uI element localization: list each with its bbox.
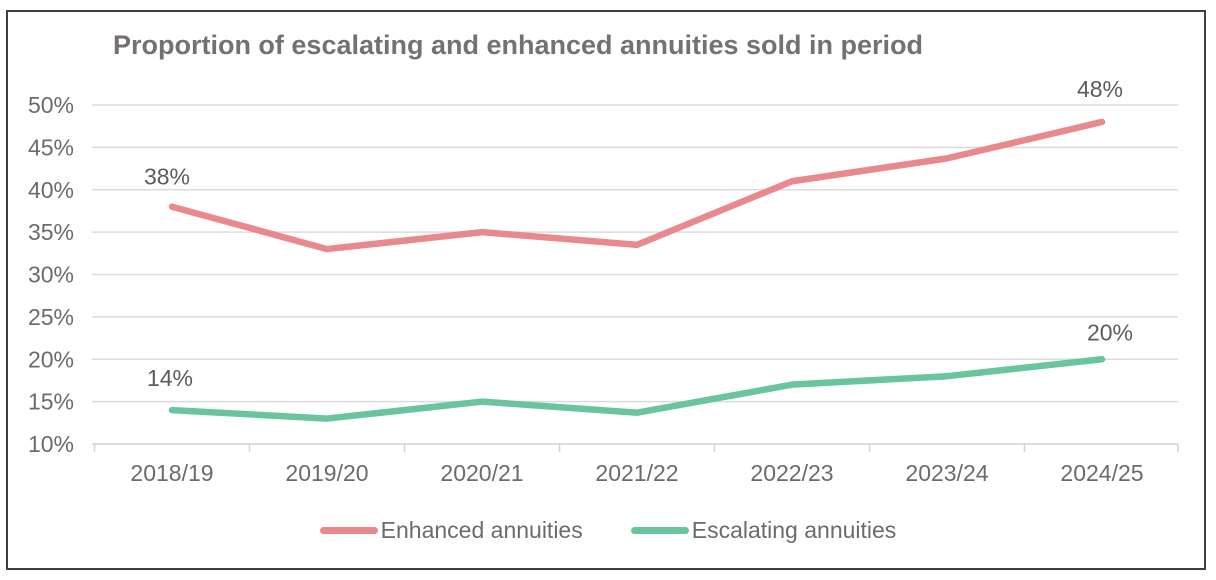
legend-label-enhanced: Enhanced annuities — [380, 517, 583, 543]
y-axis-tick-label: 15% — [28, 389, 74, 415]
y-axis-tick-label: 35% — [28, 219, 74, 245]
y-axis-tick-label: 45% — [28, 134, 74, 160]
legend-line-swatch-escalating — [630, 527, 689, 534]
series-line-escalating-annuities — [168, 356, 1106, 422]
x-axis-tick-label: 2021/22 — [595, 460, 678, 486]
y-axis-tick-label: 25% — [28, 304, 74, 330]
x-axis-tick-label: 2022/23 — [750, 460, 833, 486]
legend-line-swatch-enhanced — [319, 527, 378, 534]
legend-item-enhanced-annuities: Enhanced annuities — [319, 517, 583, 544]
y-axis-tick-label: 50% — [28, 92, 74, 118]
x-axis-tick-label: 2018/19 — [130, 460, 213, 486]
y-axis-tick-label: 40% — [28, 177, 74, 203]
legend-item-escalating-annuities: Escalating annuities — [630, 517, 897, 544]
chart-title: Proportion of escalating and enhanced an… — [112, 30, 924, 60]
x-axis-tick-label: 2019/20 — [285, 460, 368, 486]
data-point-label: 20% — [1087, 319, 1133, 345]
y-axis-tick-label: 20% — [28, 346, 74, 372]
data-point-label: 38% — [144, 164, 190, 190]
chart-legend: Enhanced annuities Escalating annuities — [0, 517, 1216, 544]
data-point-label: 14% — [147, 365, 193, 391]
x-axis-tick-label: 2024/25 — [1060, 460, 1143, 486]
y-axis-tick-label: 30% — [28, 262, 74, 288]
y-axis-tick-label: 10% — [28, 431, 74, 457]
legend-label-escalating: Escalating annuities — [691, 517, 897, 543]
x-axis-tick-label: 2023/24 — [905, 460, 988, 486]
chart-border — [6, 10, 1206, 570]
x-axis-tick-label: 2020/21 — [440, 460, 523, 486]
series-line-enhanced-annuities — [168, 118, 1106, 253]
data-point-label: 48% — [1077, 76, 1123, 102]
